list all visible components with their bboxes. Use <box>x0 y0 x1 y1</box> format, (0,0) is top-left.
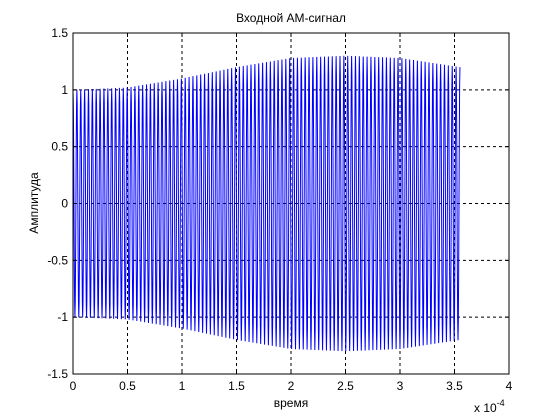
x-tick-label: 1.5 <box>228 379 245 393</box>
x-tick-label: 3.5 <box>446 379 463 393</box>
x-tick-label: 0.5 <box>119 379 136 393</box>
x-axis-multiplier-exponent: -4 <box>497 398 505 408</box>
y-tick-label: 0.5 <box>51 140 68 154</box>
x-tick-label: 1 <box>179 379 186 393</box>
x-tick-label: 2.5 <box>337 379 354 393</box>
y-tick-labels: -1.5 -1 -0.5 0 0.5 1 1.5 <box>47 26 68 381</box>
am-signal-line <box>72 55 461 352</box>
series-layer <box>72 55 461 352</box>
y-tick-label: -0.5 <box>47 253 68 267</box>
y-axis-label: Амплитуда <box>27 172 41 234</box>
x-tick-labels: 0 0.5 1 1.5 2 2.5 3 3.5 4 <box>70 379 513 393</box>
y-tick-label: 1.5 <box>51 26 68 40</box>
x-axis-label: время <box>274 396 308 410</box>
chart-title: Входной АМ-сигнал <box>236 11 346 25</box>
x-tick-label: 0 <box>70 379 77 393</box>
axes-frame <box>72 32 510 375</box>
y-tick-label: -1 <box>57 310 68 324</box>
y-tick-label: 0 <box>61 197 68 211</box>
x-tick-label: 4 <box>506 379 513 393</box>
y-tick-label: 1 <box>61 83 68 97</box>
x-tick-label: 2 <box>288 379 295 393</box>
x-axis-multiplier-base: x 10 <box>474 401 497 415</box>
x-tick-label: 3 <box>397 379 404 393</box>
y-tick-label: -1.5 <box>47 367 68 381</box>
axes-box <box>72 32 510 375</box>
x-axis-multiplier: x 10-4 <box>474 398 505 415</box>
